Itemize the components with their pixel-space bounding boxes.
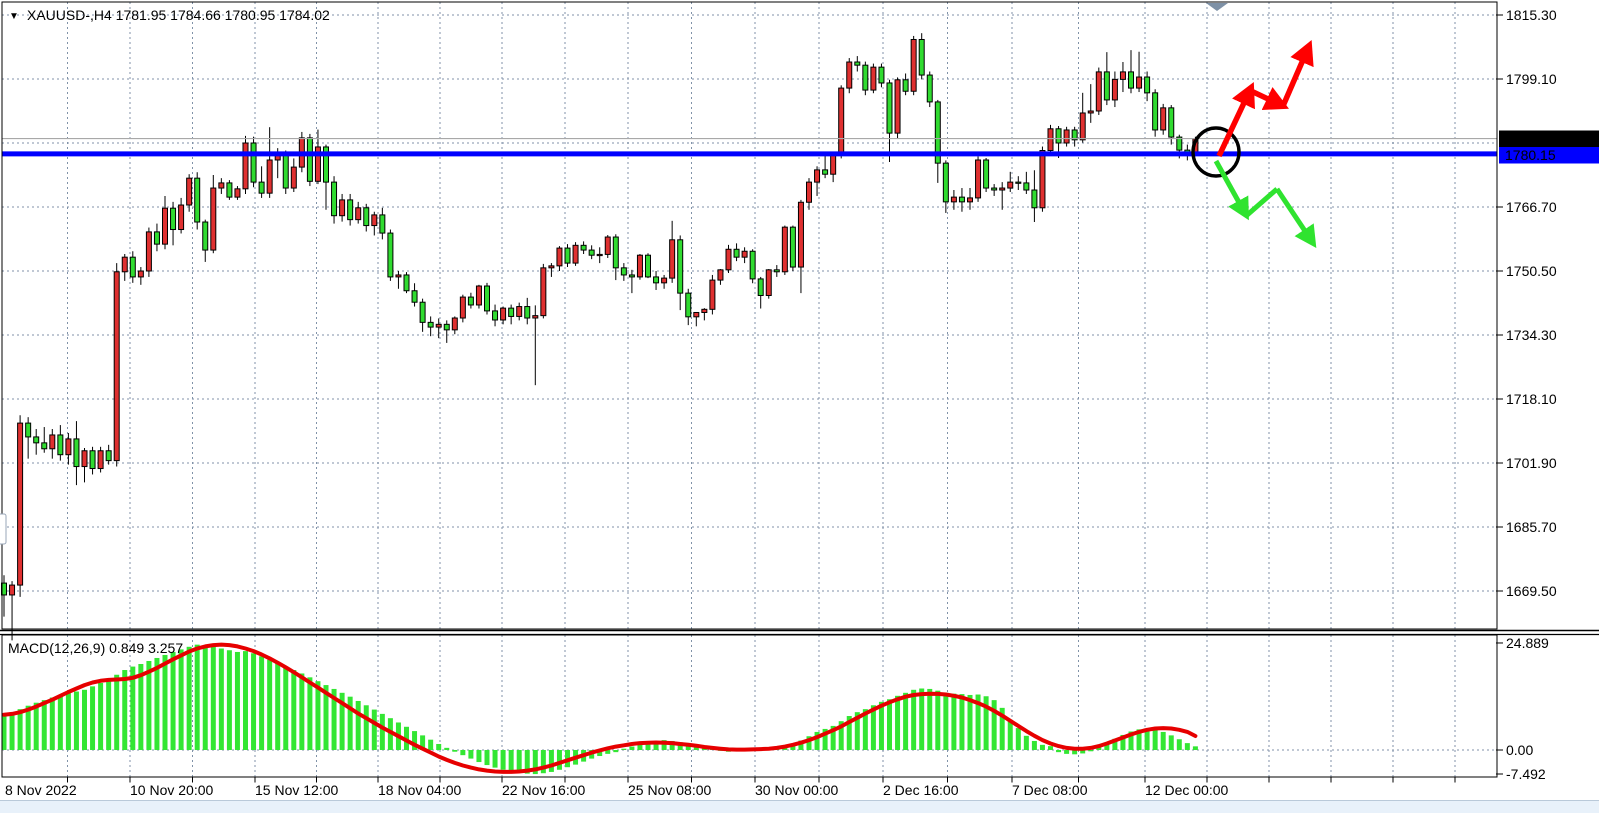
symbol-ohlc-title: XAUUSD-,H4 1781.95 1784.66 1780.95 1784.… bbox=[27, 7, 330, 23]
price-tick-label: 1685.70 bbox=[1506, 519, 1557, 535]
macd-scale-label: 0.00 bbox=[1506, 742, 1533, 758]
time-tick-label: 8 Nov 2022 bbox=[5, 782, 77, 798]
time-tick-label: 15 Nov 12:00 bbox=[255, 782, 338, 798]
time-tick-label: 18 Nov 04:00 bbox=[378, 782, 461, 798]
price-tick-label: 1669.50 bbox=[1506, 583, 1557, 599]
bearish-scenario-arrow[interactable] bbox=[1213, 159, 1317, 248]
bullish-scenario-arrow[interactable] bbox=[1216, 39, 1314, 158]
bid-price-box: 1784.02 bbox=[1499, 130, 1599, 147]
price-tick-label: 1815.30 bbox=[1506, 7, 1557, 23]
pane-borders bbox=[0, 1, 1599, 778]
svg-text:1784.02: 1784.02 bbox=[1505, 131, 1556, 147]
hline-price-box: 1780.15 bbox=[1499, 147, 1599, 164]
time-tick-label: 30 Nov 00:00 bbox=[755, 782, 838, 798]
price-tick-label: 1799.10 bbox=[1506, 71, 1557, 87]
time-tick-label: 10 Nov 20:00 bbox=[130, 782, 213, 798]
macd-scale-label: 24.889 bbox=[1506, 635, 1549, 651]
time-tick-label: 7 Dec 08:00 bbox=[1012, 782, 1088, 798]
left-edge-handle[interactable] bbox=[0, 513, 7, 545]
price-tick-label: 1701.90 bbox=[1506, 455, 1557, 471]
price-tick-label: 1734.30 bbox=[1506, 327, 1557, 343]
svg-text:1780.15: 1780.15 bbox=[1505, 147, 1556, 163]
macd-scale-label: -7.492 bbox=[1506, 766, 1546, 782]
price-tick-label: 1766.70 bbox=[1506, 199, 1557, 215]
symbol-dropdown-icon[interactable]: ▼ bbox=[9, 11, 19, 22]
chart-header: ▼ XAUUSD-,H4 1781.95 1784.66 1780.95 178… bbox=[9, 7, 330, 23]
time-tick-label: 2 Dec 16:00 bbox=[883, 782, 959, 798]
price-axis[interactable]: 1815.30 1799.10 1766.70 1750.50 1734.30 1718.… bbox=[1496, 7, 1557, 782]
entry-circle-annotation[interactable] bbox=[1191, 126, 1241, 178]
time-tick-label: 25 Nov 08:00 bbox=[628, 782, 711, 798]
price-tick-label: 1718.10 bbox=[1506, 391, 1557, 407]
candlestick-series bbox=[1, 33, 1199, 641]
price-tick-label: 1750.50 bbox=[1506, 263, 1557, 279]
time-axis[interactable]: 8 Nov 2022 10 Nov 20:00 15 Nov 12:00 18 Nov… bbox=[5, 777, 1456, 798]
scroll-to-end-icon[interactable] bbox=[1206, 3, 1228, 11]
macd-indicator bbox=[1, 642, 1198, 775]
time-tick-label: 22 Nov 16:00 bbox=[502, 782, 585, 798]
time-tick-label: 12 Dec 00:00 bbox=[1145, 782, 1228, 798]
window-footer bbox=[0, 800, 1599, 813]
grid-lines bbox=[2, 2, 1497, 777]
macd-indicator-label: MACD(12,26,9) 0.849 3.257 bbox=[8, 640, 183, 656]
